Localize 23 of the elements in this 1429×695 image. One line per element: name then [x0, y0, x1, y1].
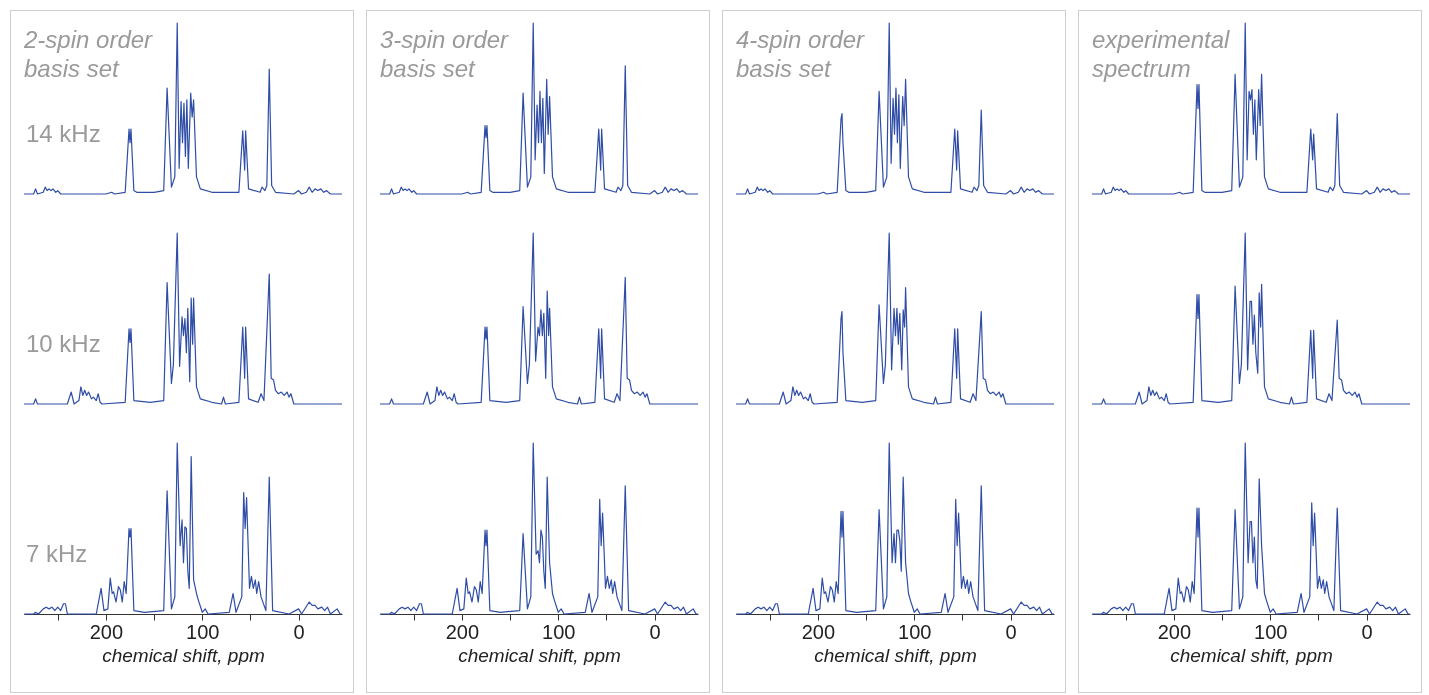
annotation: 10 kHz: [26, 330, 101, 357]
x-tick-label: 0: [293, 620, 305, 643]
x-axis-title: chemical shift, ppm: [814, 644, 977, 666]
x-tick-label: 100: [186, 620, 220, 643]
x-tick-label: 100: [1254, 620, 1288, 643]
text: 3-spin order basis set: [380, 26, 510, 83]
text: 2-spin order basis set: [23, 26, 154, 83]
x-axis-title: chemical shift, ppm: [102, 644, 265, 666]
x-axis-title: chemical shift, ppm: [1170, 644, 1333, 666]
annotation: 7 kHz: [26, 540, 88, 567]
x-tick-label: 200: [1157, 620, 1192, 643]
x-tick-label: 0: [649, 620, 661, 643]
x-tick-label: 0: [1005, 620, 1017, 643]
x-axis-title: chemical shift, ppm: [458, 644, 621, 666]
x-tick-label: 200: [801, 620, 836, 643]
x-tick-label: 100: [542, 620, 576, 643]
x-tick-label: 200: [89, 620, 124, 643]
x-tick-label: 200: [445, 620, 480, 643]
text: experimental spectrum: [1092, 26, 1231, 83]
text: 4-spin order basis set: [736, 26, 866, 83]
x-tick-label: 100: [898, 620, 932, 643]
annotation: 14 kHz: [26, 120, 101, 147]
x-tick-label: 0: [1361, 620, 1373, 643]
